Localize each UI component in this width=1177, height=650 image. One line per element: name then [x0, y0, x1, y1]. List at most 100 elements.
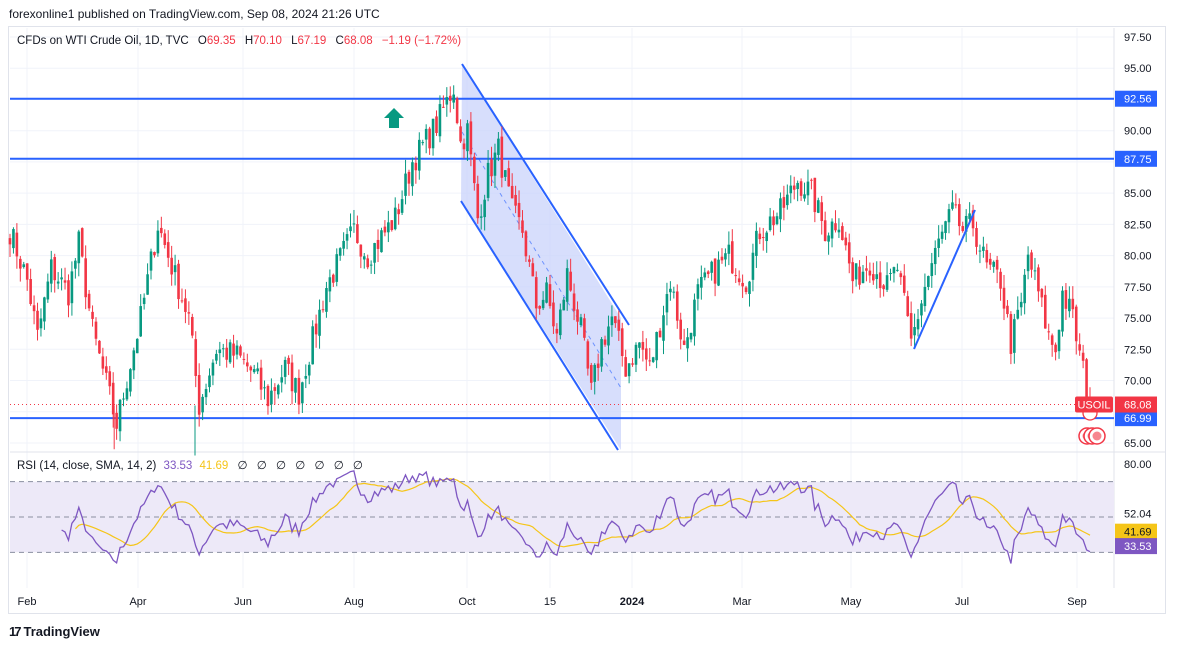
candle-body	[442, 106, 445, 108]
candle	[710, 260, 713, 281]
candle	[923, 273, 927, 312]
candle	[43, 296, 46, 330]
candle	[166, 230, 170, 268]
candle	[792, 176, 796, 200]
candle	[352, 209, 356, 233]
candle-body	[786, 194, 789, 206]
candle	[242, 352, 246, 365]
candle	[108, 365, 112, 395]
candle-body	[985, 250, 989, 263]
candle-body	[761, 237, 765, 239]
candle-body	[614, 316, 617, 324]
candle-body	[211, 362, 215, 376]
candle	[947, 203, 951, 234]
candle	[885, 262, 889, 293]
candle	[431, 118, 435, 156]
candle	[700, 265, 703, 300]
candle-body	[538, 305, 541, 309]
candle	[373, 242, 376, 275]
candle	[899, 270, 903, 285]
candle	[483, 194, 486, 231]
candle-body	[393, 207, 397, 230]
candle	[528, 255, 531, 267]
candle-body	[541, 299, 545, 309]
candle	[135, 338, 139, 354]
candle	[29, 268, 32, 306]
candle	[820, 195, 824, 235]
candle-body	[724, 253, 727, 260]
candle-body	[854, 263, 858, 280]
candle-body	[679, 319, 683, 340]
candle-body	[951, 202, 954, 209]
candle-body	[902, 275, 906, 293]
candle-body	[108, 371, 112, 387]
candle	[992, 260, 995, 273]
na-glyph-6: ∅	[333, 460, 344, 472]
candle-body	[682, 340, 686, 345]
candle-body	[455, 98, 459, 124]
candle	[730, 229, 734, 275]
candle	[944, 220, 947, 240]
candle-body	[8, 238, 12, 245]
candle	[982, 236, 985, 258]
candle-body	[407, 171, 411, 184]
candle	[438, 95, 442, 143]
candle	[909, 301, 913, 347]
candle	[448, 86, 452, 113]
level-tag	[1115, 410, 1157, 427]
candle	[84, 245, 87, 310]
candle	[951, 190, 954, 211]
x-tick-label: Feb	[18, 596, 37, 608]
candle	[927, 275, 930, 291]
candle-body	[22, 264, 26, 268]
candle	[98, 340, 101, 354]
tradingview-logo[interactable]: 17 TradingView	[9, 624, 100, 639]
candle	[314, 314, 318, 348]
candle	[844, 231, 848, 251]
candle	[414, 156, 418, 184]
candle	[841, 222, 844, 241]
candle	[91, 305, 94, 327]
candle	[318, 299, 321, 349]
candle-body	[634, 344, 638, 365]
candle	[737, 270, 741, 286]
candle	[301, 381, 304, 413]
candle	[393, 197, 397, 231]
candle	[892, 266, 896, 283]
rsi-label: RSI (14, close, SMA, 14, 2)	[17, 460, 157, 472]
candle-body	[19, 258, 22, 269]
candle-body	[872, 274, 875, 281]
candle-body	[452, 94, 455, 103]
candle-body	[431, 118, 435, 149]
candle	[335, 248, 339, 287]
candle-body	[961, 226, 965, 231]
candle-body	[252, 369, 256, 373]
candle	[603, 335, 607, 347]
candle-body	[947, 209, 951, 223]
candle	[906, 290, 910, 317]
horizontal-levels	[10, 97, 1114, 420]
chart-frame	[8, 26, 1166, 614]
candle	[435, 110, 438, 136]
candle	[672, 286, 676, 299]
candle	[1040, 287, 1044, 307]
candle	[772, 210, 775, 236]
candle	[854, 263, 858, 287]
candle-body	[978, 250, 982, 252]
candle-body	[617, 319, 621, 331]
candle	[273, 383, 277, 405]
rsi-value-label: 41.69	[1124, 527, 1152, 539]
candle-body	[497, 138, 500, 155]
candle-body	[933, 247, 937, 265]
candle	[232, 334, 235, 368]
candle	[596, 353, 600, 381]
candle-body	[483, 199, 486, 218]
candle-body	[638, 342, 641, 348]
candle	[452, 85, 455, 109]
candle	[913, 313, 916, 348]
candle	[280, 364, 284, 393]
high-label: H	[244, 35, 254, 47]
candle-body	[655, 332, 658, 361]
candle	[971, 204, 975, 237]
